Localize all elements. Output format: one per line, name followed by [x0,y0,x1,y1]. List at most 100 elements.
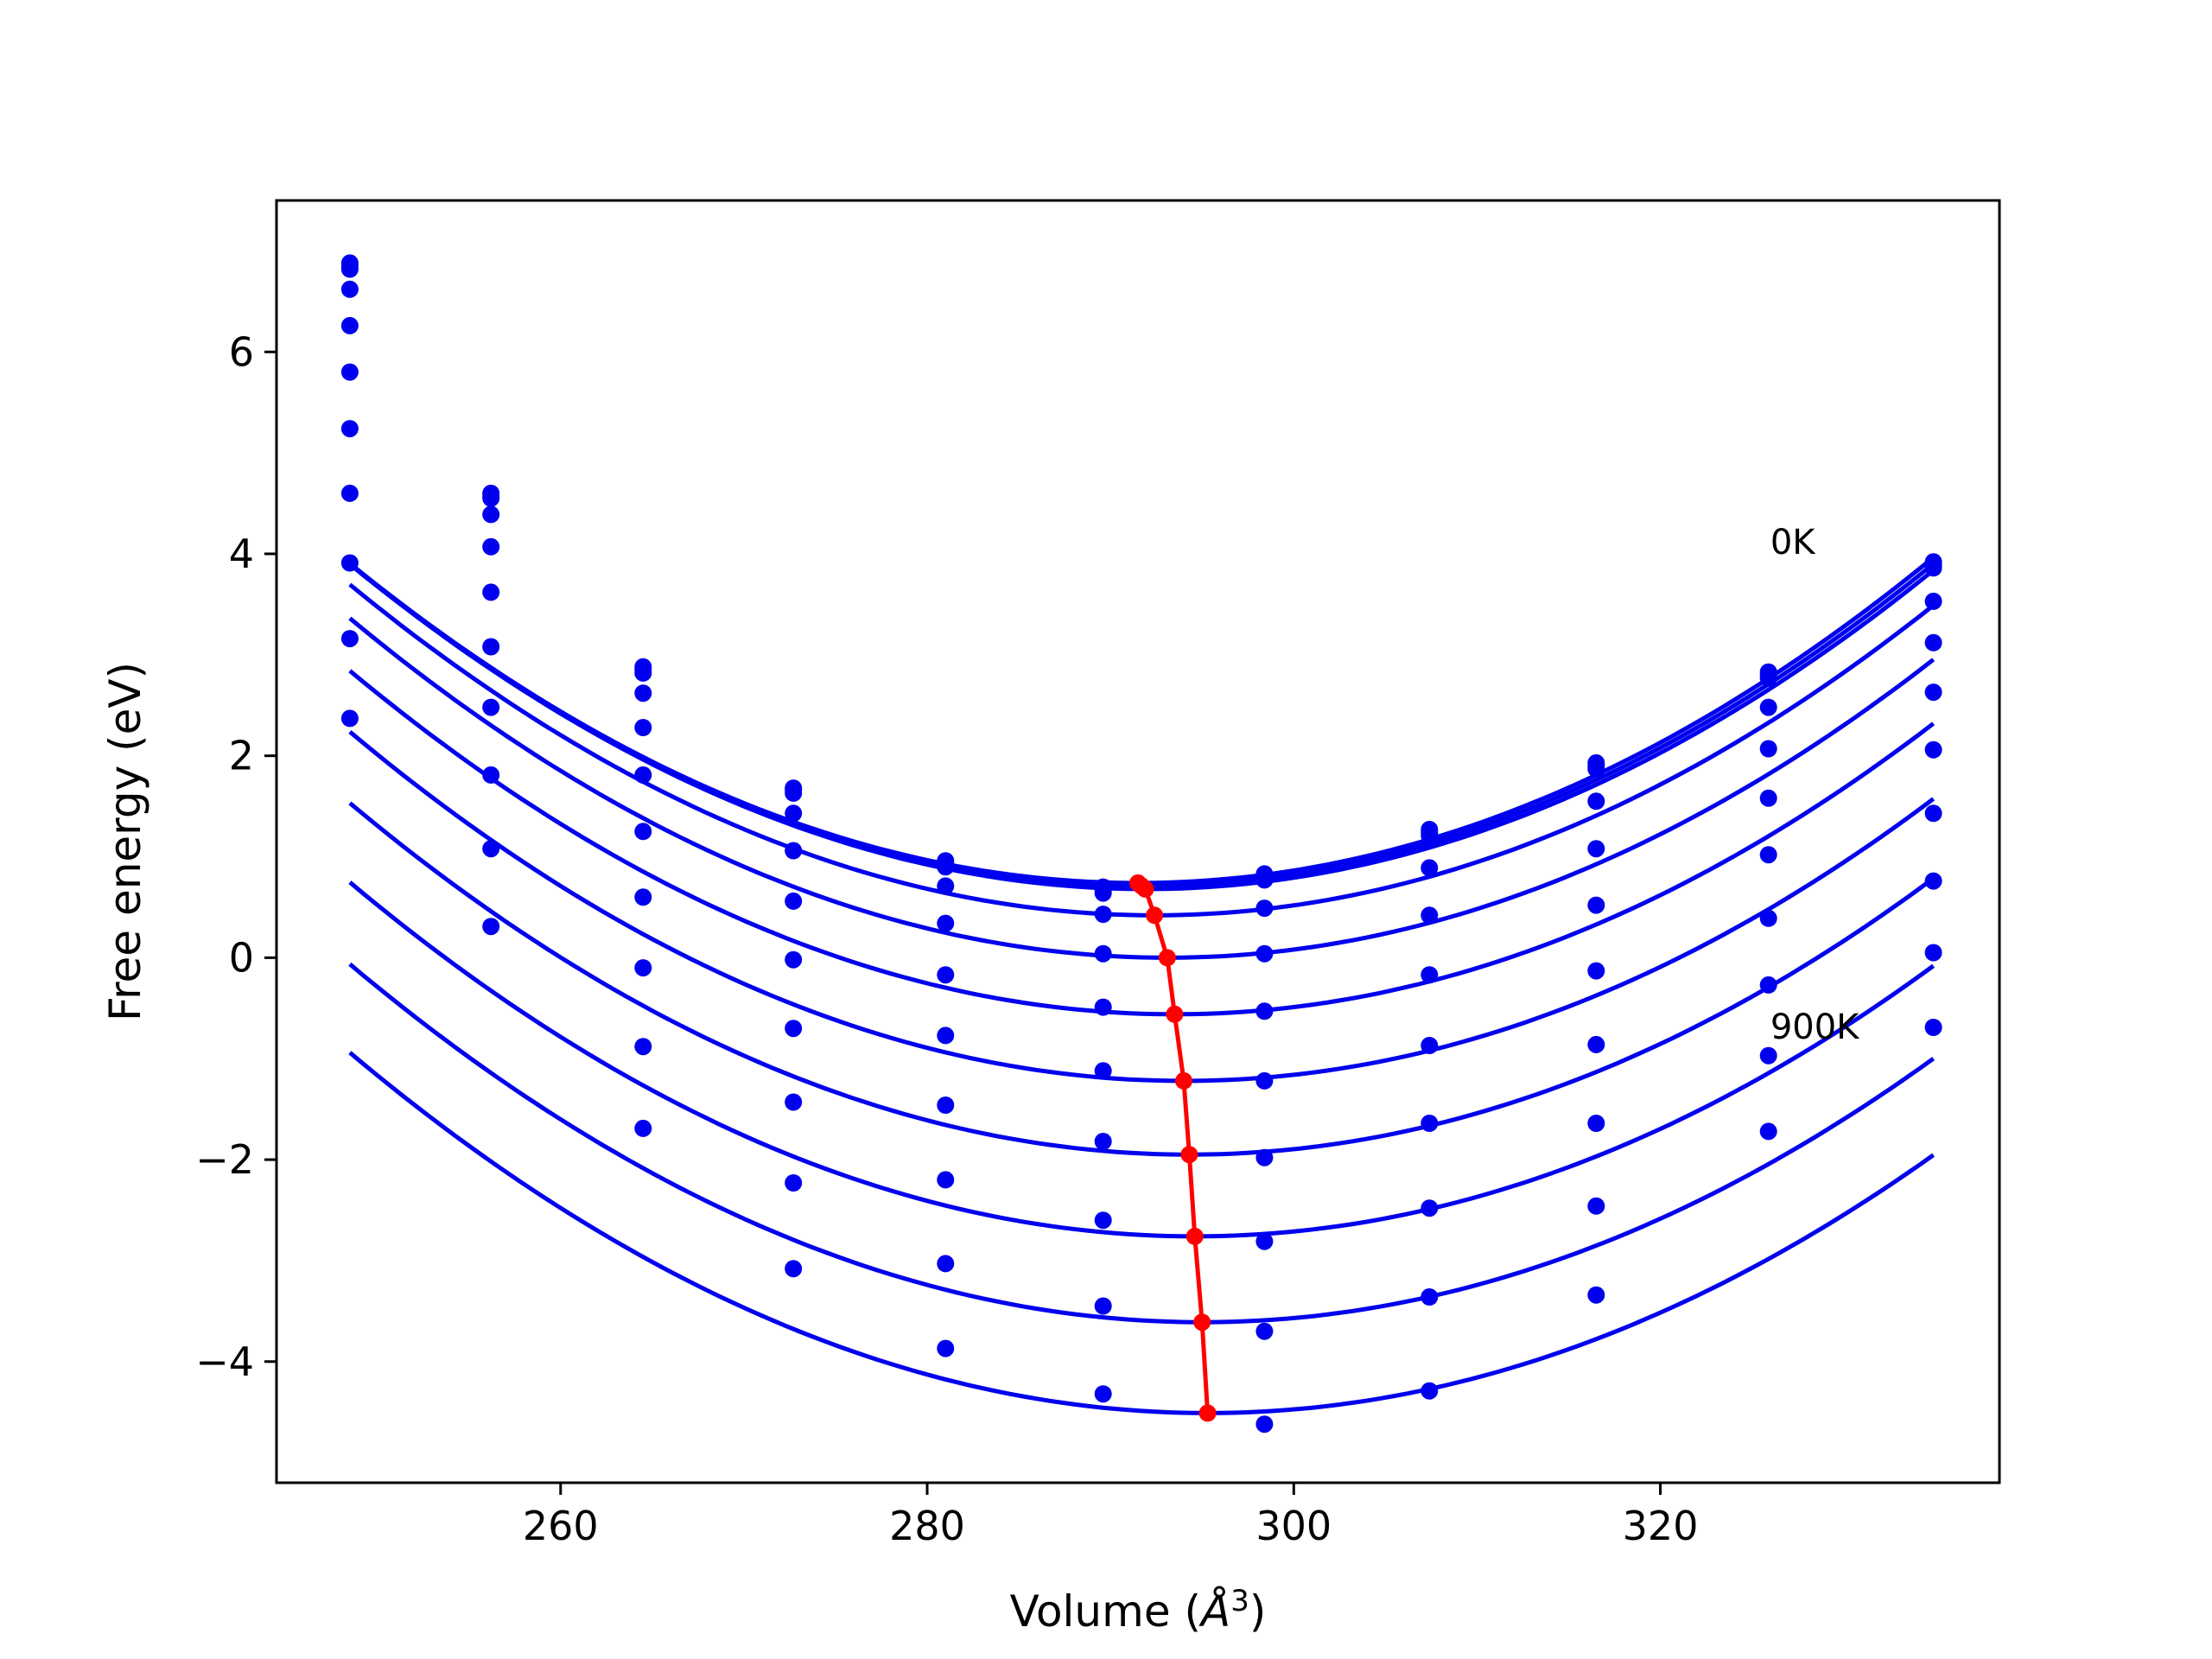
data-point [1255,1322,1274,1340]
data-point [1587,896,1605,914]
data-point [482,766,500,784]
data-point [1255,899,1274,918]
data-point [1587,962,1605,980]
y-tick-label: 0 [229,934,254,981]
data-point [1094,906,1112,924]
data-point [634,719,652,736]
data-point [937,877,955,895]
y-tick-label: 6 [229,328,254,375]
annotations: 0K 900K [1770,523,1860,1047]
data-point [340,554,359,572]
x-tick-label: 300 [1255,1503,1332,1549]
data-point [1421,906,1439,925]
data-point [340,709,359,728]
data-point [1587,1286,1605,1304]
data-point [1924,592,1942,610]
data-point [1094,1133,1112,1150]
data-point [340,630,359,648]
data-point [1255,1415,1274,1433]
data-point [1759,669,1777,687]
data-point [1094,884,1112,902]
data-point [1421,1115,1439,1132]
data-point [1924,1019,1942,1036]
data-point [1759,846,1777,864]
fit-curve-10 [348,1051,1936,1415]
data-point [1759,1046,1777,1065]
y-tick-label: −2 [195,1136,254,1183]
data-point [937,1171,955,1189]
x-tick-label: 280 [889,1503,965,1549]
data-point [1924,872,1942,890]
minima-point [1193,1313,1211,1332]
y-tick-label: 4 [229,531,254,577]
data-point [1759,909,1777,927]
data-point [785,842,803,860]
data-point [1421,966,1439,984]
data-point [340,363,359,381]
y-axis-label: Free energy (eV) [100,662,150,1021]
data-point [1094,1385,1112,1403]
x-axis-label: Volume (Å3) [1010,1584,1267,1637]
minima-point [1136,880,1154,898]
data-point [785,1093,803,1111]
data-point [1587,792,1605,810]
data-point [937,914,955,932]
data-point [1421,1037,1439,1054]
data-point [634,1119,652,1137]
minima-point [1146,906,1164,925]
fit-curve-5 [348,669,1936,1017]
fit-curve-3 [348,582,1936,918]
data-point [1421,1288,1439,1306]
x-tick-label: 320 [1623,1503,1699,1549]
data-point [482,583,500,601]
data-point [340,420,359,438]
data-point [1587,1197,1605,1215]
data-point [482,505,500,524]
data-point [1094,1297,1112,1315]
minima-point [1175,1071,1192,1090]
data-point [1924,804,1942,823]
data-point [340,280,359,298]
data-point [1759,789,1777,807]
fit-curve-4 [348,616,1936,960]
data-point [482,840,500,858]
data-point [1759,698,1777,716]
data-point [1421,827,1439,844]
data-point [1759,1122,1777,1141]
plot-frame [275,199,2001,1484]
data-point [1255,1002,1274,1020]
data-point [482,918,500,936]
data-point [937,1027,955,1045]
data-point [634,664,652,682]
data-point [1924,633,1942,652]
data-point [482,489,500,507]
data-point [482,698,500,716]
fit-curve-9 [348,962,1936,1325]
fit-curve-7 [348,801,1936,1157]
fit-curve-6 [348,729,1936,1084]
data-point [937,858,955,876]
data-point [785,950,803,969]
data-point [1255,1148,1274,1166]
data-point [1255,1232,1274,1250]
data-point [1759,740,1777,758]
data-point [1094,1062,1112,1080]
data-point [1924,944,1942,962]
minima-point [1180,1146,1198,1164]
data-point [1421,1199,1439,1217]
minima-point [1158,949,1176,967]
data-point [785,892,803,910]
data-point [340,260,359,278]
data-point [634,823,652,841]
data-point [1587,1035,1605,1053]
data-point [1759,976,1777,994]
data-point [937,1255,955,1273]
fit-curve-8 [348,880,1936,1239]
data-point [785,1174,803,1192]
data-point [340,316,359,334]
data-point [1094,1211,1112,1230]
data-point [1587,840,1605,858]
data-point [785,784,803,802]
